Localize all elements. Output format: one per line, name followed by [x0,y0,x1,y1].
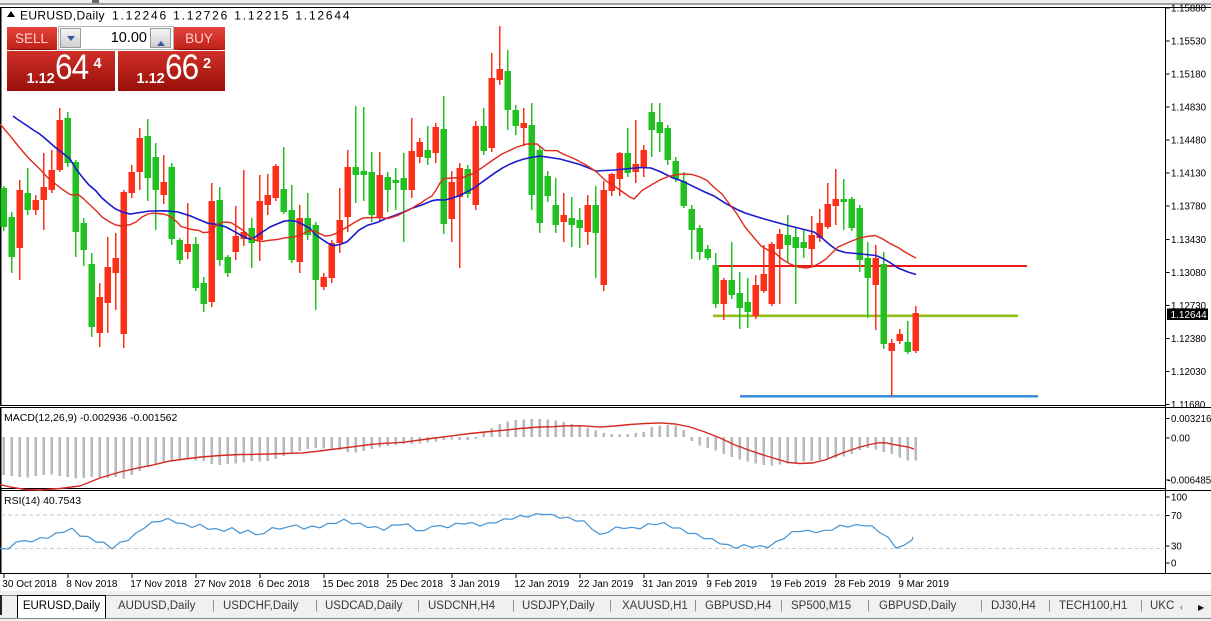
svg-text:30 Oct 2018: 30 Oct 2018 [2,579,57,590]
svg-text:30: 30 [1171,542,1182,553]
svg-text:1.12380: 1.12380 [1171,334,1207,345]
svg-text:25 Dec 2018: 25 Dec 2018 [386,579,443,590]
svg-text:-0.006485: -0.006485 [1168,475,1211,486]
svg-text:0.003216: 0.003216 [1171,414,1211,425]
svg-text:0: 0 [1171,559,1177,570]
svg-text:1.15180: 1.15180 [1171,70,1207,81]
svg-text:1.13080: 1.13080 [1171,268,1207,279]
svg-text:1.14480: 1.14480 [1171,136,1207,147]
svg-text:0.00: 0.00 [1171,434,1190,445]
svg-text:1.14830: 1.14830 [1171,103,1207,114]
svg-text:1.12644: 1.12644 [1171,310,1208,321]
svg-text:EURUSD,Daily: EURUSD,Daily [20,9,105,23]
svg-text:9 Mar 2019: 9 Mar 2019 [898,579,949,590]
svg-text:6 Dec 2018: 6 Dec 2018 [258,579,310,590]
svg-text:1.15530: 1.15530 [1171,37,1207,48]
svg-text:1.14130: 1.14130 [1171,169,1207,180]
svg-text:1.12030: 1.12030 [1171,367,1207,378]
svg-text:1.12730: 1.12730 [1171,301,1207,312]
svg-text:22 Jan 2019: 22 Jan 2019 [578,579,633,590]
svg-text:19 Feb 2019: 19 Feb 2019 [770,579,827,590]
svg-text:MACD(12,26,9) -0.002936 -0.001: MACD(12,26,9) -0.002936 -0.001562 [4,412,178,424]
svg-text:28 Feb 2019: 28 Feb 2019 [834,579,891,590]
svg-text:1.15880: 1.15880 [1171,4,1207,15]
svg-text:31 Jan 2019: 31 Jan 2019 [642,579,697,590]
svg-text:1.11680: 1.11680 [1171,400,1206,411]
svg-text:8 Nov 2018: 8 Nov 2018 [66,579,118,590]
svg-text:27 Nov 2018: 27 Nov 2018 [194,579,251,590]
svg-text:9 Feb 2019: 9 Feb 2019 [706,579,757,590]
svg-text:12 Jan 2019: 12 Jan 2019 [514,579,569,590]
svg-text:100: 100 [1171,493,1188,504]
svg-text:1.13430: 1.13430 [1171,235,1207,246]
svg-text:17 Nov 2018: 17 Nov 2018 [130,579,187,590]
svg-text:RSI(14) 40.7543: RSI(14) 40.7543 [4,495,81,507]
svg-text:3 Jan 2019: 3 Jan 2019 [450,579,500,590]
svg-text:1.12246 1.12726 1.12215 1.1264: 1.12246 1.12726 1.12215 1.12644 [112,9,351,23]
svg-text:1.13780: 1.13780 [1171,202,1207,213]
svg-text:70: 70 [1171,511,1182,522]
svg-text:15 Dec 2018: 15 Dec 2018 [322,579,379,590]
